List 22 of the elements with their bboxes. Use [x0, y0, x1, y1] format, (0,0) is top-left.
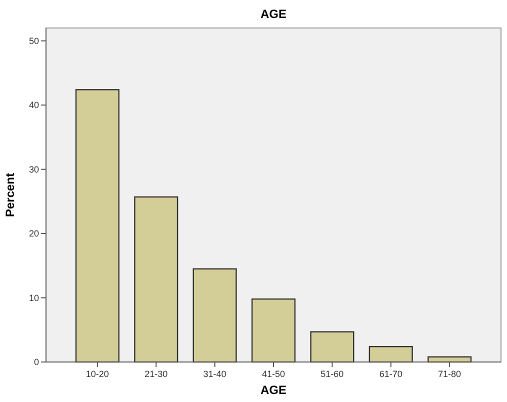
x-tick-label: 31-40: [203, 369, 226, 379]
bar: [368, 346, 413, 363]
x-tick-label: 61-70: [379, 369, 402, 379]
bar: [75, 89, 120, 363]
y-axis-title: Percent: [3, 172, 17, 218]
bar: [192, 268, 237, 363]
x-tick-label: 21-30: [144, 369, 168, 379]
x-tick-label: 10-20: [86, 369, 109, 379]
x-tick-label: 41-50: [262, 369, 286, 379]
bar: [310, 331, 354, 363]
y-tick-label: 10: [28, 292, 39, 303]
y-tick-label: 40: [28, 100, 39, 110]
bar: [134, 196, 178, 363]
chart-title: AGE: [260, 7, 287, 21]
bar: [251, 298, 296, 363]
x-tick-label: 51-60: [320, 369, 344, 379]
x-tick-label: 71-80: [438, 369, 462, 379]
y-tick-label: 0: [34, 357, 39, 368]
y-tick-label: 20: [28, 228, 39, 239]
x-axis-title: AGE: [260, 383, 287, 397]
y-tick-label: 30: [28, 164, 39, 174]
y-tick-label: 50: [28, 36, 39, 46]
